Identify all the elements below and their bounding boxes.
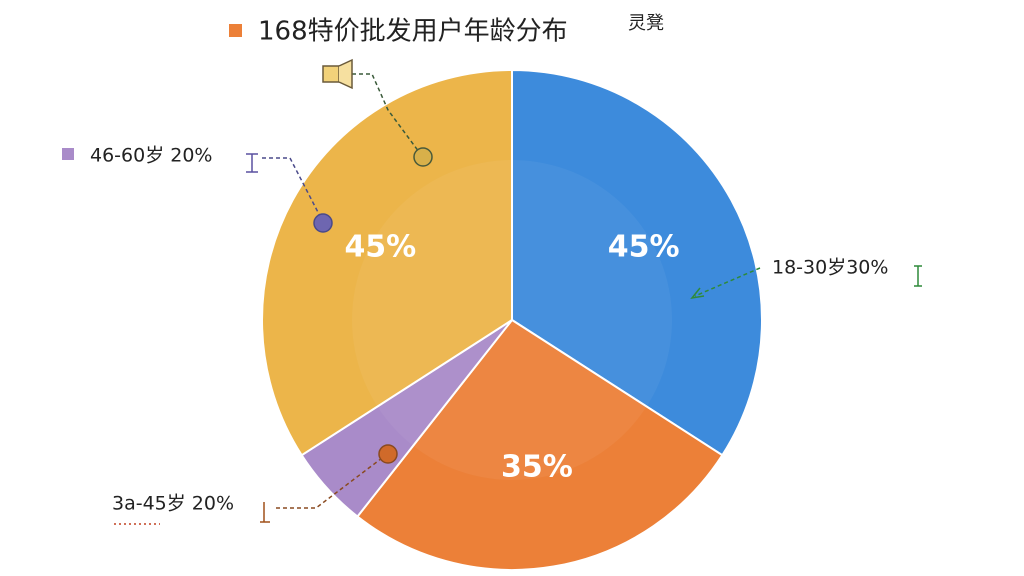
- annotation: 3a-45岁 20%: [112, 493, 234, 515]
- megaphone-icon: [338, 58, 353, 90]
- slice-label: 45%: [344, 230, 416, 265]
- pie: 45% 35% 45%: [261, 68, 763, 571]
- leader-dot: [378, 444, 398, 464]
- leader-line: [276, 454, 387, 509]
- i-marker: [914, 265, 922, 287]
- slice-label: 45%: [608, 230, 680, 265]
- arrow-head: [690, 287, 705, 300]
- chart-subtitle: 灵凳: [628, 13, 664, 34]
- annotation: 46-60岁 20%: [90, 145, 212, 167]
- leaders: [62, 58, 922, 525]
- pie-slice: [511, 68, 763, 457]
- legend-swatch: [62, 148, 74, 160]
- slice-label: 35%: [501, 449, 573, 484]
- i-marker: [260, 502, 270, 523]
- leader-line: [262, 157, 323, 221]
- leader-dot: [313, 213, 333, 233]
- leader-line: [694, 267, 761, 297]
- pie-highlight: [352, 160, 672, 480]
- legend-swatch: [229, 24, 242, 37]
- leader-dot: [413, 147, 433, 167]
- leader-line: [352, 73, 423, 157]
- pie-slice: [356, 318, 724, 571]
- megaphone-icon: [322, 65, 340, 83]
- i-marker: [246, 153, 258, 173]
- annotation: 18-30岁30%: [772, 257, 888, 279]
- chart-title: 168特价批发用户年龄分布: [258, 17, 568, 47]
- pie-slice: [261, 68, 513, 457]
